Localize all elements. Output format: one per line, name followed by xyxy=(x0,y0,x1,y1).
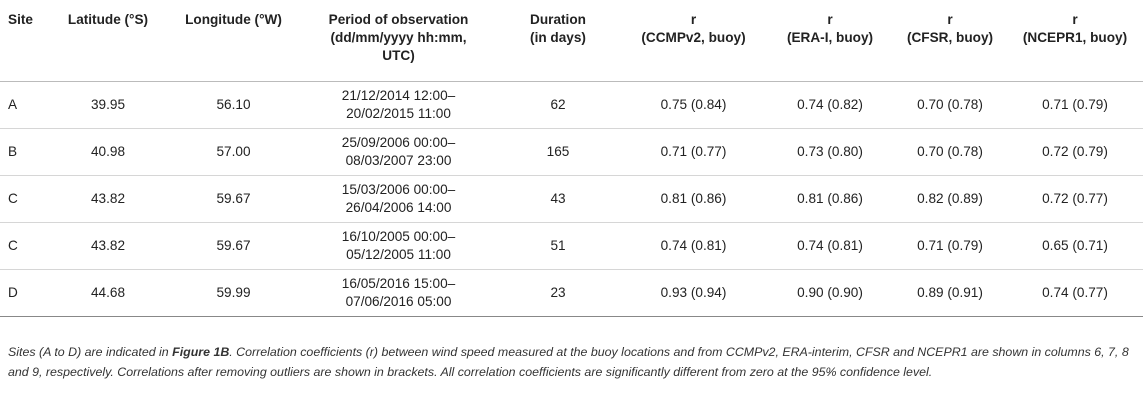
duration-cell: 62 xyxy=(550,96,566,112)
r-ccmpv2-cell: 0.81 (0.86) xyxy=(660,190,727,206)
r-cfsr-cell: 0.89 (0.91) xyxy=(917,284,983,300)
r-ncepr1-cell: 0.72 (0.79) xyxy=(1042,143,1108,159)
column-header-line: (dd/mm/yyyy hh:mm, xyxy=(330,30,467,45)
r-cfsr-cell: 0.82 (0.89) xyxy=(917,190,983,206)
column-header-line: Site xyxy=(8,12,33,27)
period-line: 20/02/2015 11:00 xyxy=(346,105,451,121)
table-row: C 43.82 59.67 16/10/2005 00:00– 05/12/2005 1… xyxy=(0,222,1143,269)
column-header-line: Duration xyxy=(530,12,586,27)
period-line: 05/12/2005 11:00 xyxy=(346,246,451,262)
r-ncepr1-cell: 0.71 (0.79) xyxy=(1042,96,1108,112)
period-line: 08/03/2007 23:00 xyxy=(345,152,452,168)
table-header-row: Site Latitude (°S) Longitude (°W) Period of… xyxy=(0,3,1143,81)
longitude-cell: 59.67 xyxy=(216,237,251,253)
column-header-r-ccmpv2: r (CCMPv2, buoy) xyxy=(620,3,767,81)
table-row: A 39.95 56.10 21/12/2014 12:00– 20/02/2015 1… xyxy=(0,81,1143,128)
longitude-cell: 56.10 xyxy=(216,96,251,112)
column-header-site: Site xyxy=(0,3,50,81)
site-cell: A xyxy=(8,96,18,112)
site-cell: C xyxy=(8,190,18,206)
r-ccmpv2-cell: 0.93 (0.94) xyxy=(660,284,727,300)
period-line: 15/03/2006 00:00– xyxy=(341,181,456,197)
r-era-i-cell: 0.74 (0.82) xyxy=(797,96,863,112)
column-header-latitude: Latitude (°S) xyxy=(50,3,166,81)
r-ccmpv2-cell: 0.74 (0.81) xyxy=(660,237,727,253)
period-line: 16/10/2005 00:00– xyxy=(341,228,456,244)
column-header-r-ncepr1: r (NCEPR1, buoy) xyxy=(1007,3,1143,81)
column-header-period: Period of observation (dd/mm/yyyy hh:mm, U… xyxy=(301,3,496,81)
period-cell: 16/10/2005 00:00– 05/12/2005 11:00 xyxy=(301,222,496,269)
table-row: D 44.68 59.99 16/05/2016 15:00– 07/06/2016 0… xyxy=(0,269,1143,316)
period-line: 16/05/2016 15:00– xyxy=(341,275,456,291)
latitude-cell: 40.98 xyxy=(90,143,126,159)
figure-reference-link[interactable]: Figure 1B xyxy=(172,345,230,359)
longitude-cell: 59.67 xyxy=(216,190,251,206)
duration-cell: 23 xyxy=(550,284,566,300)
longitude-cell: 59.99 xyxy=(216,284,251,300)
duration-cell: 43 xyxy=(550,190,566,206)
r-ccmpv2-cell: 0.75 (0.84) xyxy=(660,96,727,112)
table-row: B 40.98 57.00 25/09/2006 00:00– 08/03/2007 2… xyxy=(0,128,1143,175)
table-caption: Sites (A to D) are indicated in Figure 1… xyxy=(8,343,1133,382)
column-header-line: (in days) xyxy=(530,30,586,45)
latitude-cell: 43.82 xyxy=(90,190,126,206)
duration-cell: 51 xyxy=(550,237,566,253)
r-cfsr-cell: 0.71 (0.79) xyxy=(917,237,983,253)
column-header-line: (CFSR, buoy) xyxy=(906,30,994,45)
site-cell: C xyxy=(8,237,18,253)
period-cell: 16/05/2016 15:00– 07/06/2016 05:00 xyxy=(301,269,496,316)
column-header-line: (CCMPv2, buoy) xyxy=(641,30,746,45)
column-header-line: (ERA-I, buoy) xyxy=(786,30,874,45)
period-line: 25/09/2006 00:00– xyxy=(341,134,456,150)
duration-cell: 165 xyxy=(546,143,570,159)
latitude-cell: 43.82 xyxy=(90,237,126,253)
r-era-i-cell: 0.90 (0.90) xyxy=(797,284,863,300)
r-era-i-cell: 0.73 (0.80) xyxy=(797,143,863,159)
column-header-line: r xyxy=(947,12,953,27)
r-era-i-cell: 0.81 (0.86) xyxy=(797,190,863,206)
site-cell: B xyxy=(8,143,18,159)
caption-text-start: Sites (A to D) are indicated in xyxy=(8,345,173,359)
latitude-cell: 39.95 xyxy=(90,96,126,112)
column-header-line: Longitude (°W) xyxy=(185,12,282,27)
caption-text-rest: . Correlation coefficients (r) between w… xyxy=(8,345,1129,379)
period-line: 21/12/2014 12:00– xyxy=(341,87,456,103)
column-header-line: (NCEPR1, buoy) xyxy=(1022,30,1128,45)
r-ncepr1-cell: 0.74 (0.77) xyxy=(1042,284,1108,300)
column-header-r-cfsr: r (CFSR, buoy) xyxy=(893,3,1007,81)
r-cfsr-cell: 0.70 (0.78) xyxy=(917,143,983,159)
column-header-line: Period of observation xyxy=(328,12,469,27)
site-cell: D xyxy=(8,284,18,300)
period-cell: 15/03/2006 00:00– 26/04/2006 14:00 xyxy=(301,175,496,222)
column-header-line: Latitude (°S) xyxy=(67,12,149,27)
period-cell: 21/12/2014 12:00– 20/02/2015 11:00 xyxy=(301,81,496,128)
column-header-r-era-i: r (ERA-I, buoy) xyxy=(767,3,893,81)
r-cfsr-cell: 0.70 (0.78) xyxy=(917,96,983,112)
longitude-cell: 57.00 xyxy=(216,143,251,159)
column-header-line: UTC) xyxy=(382,48,415,63)
column-header-line: r xyxy=(1072,12,1078,27)
r-ncepr1-cell: 0.65 (0.71) xyxy=(1042,237,1108,253)
column-header-duration: Duration (in days) xyxy=(496,3,620,81)
column-header-longitude: Longitude (°W) xyxy=(166,3,301,81)
r-ncepr1-cell: 0.72 (0.77) xyxy=(1042,190,1108,206)
table-body: A 39.95 56.10 21/12/2014 12:00– 20/02/2015 1… xyxy=(0,81,1143,316)
r-era-i-cell: 0.74 (0.81) xyxy=(797,237,863,253)
r-ccmpv2-cell: 0.71 (0.77) xyxy=(660,143,727,159)
latitude-cell: 44.68 xyxy=(90,284,126,300)
period-cell: 25/09/2006 00:00– 08/03/2007 23:00 xyxy=(301,128,496,175)
column-header-line: r xyxy=(827,12,833,27)
period-line: 26/04/2006 14:00 xyxy=(345,199,452,215)
period-line: 07/06/2016 05:00 xyxy=(345,293,452,309)
table-row: C 43.82 59.67 15/03/2006 00:00– 26/04/2006 1… xyxy=(0,175,1143,222)
data-table: Site Latitude (°S) Longitude (°W) Period of… xyxy=(0,3,1143,317)
column-header-line: r xyxy=(690,12,697,27)
